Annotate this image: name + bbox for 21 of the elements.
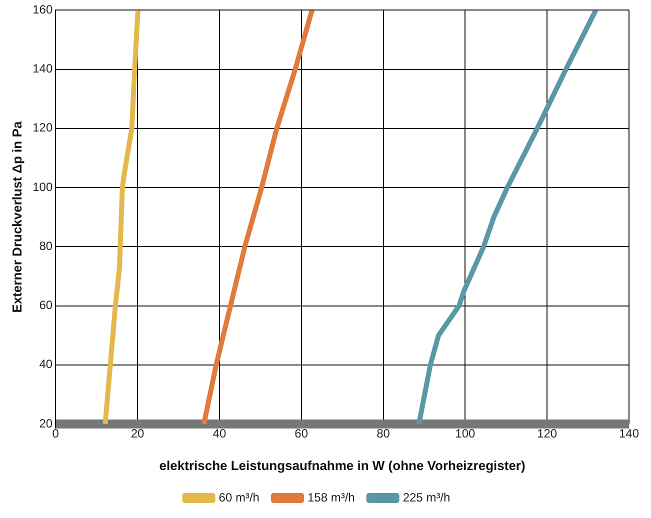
legend-label: 158 m³/h [307,490,355,504]
legend-label: 60 m³/h [218,490,260,504]
legend-label: 225 m³/h [402,490,450,504]
x-tick-label: 40 [212,426,226,441]
x-tick-label: 80 [376,426,390,441]
x-axis-title: elektrische Leistungsaufnahme in W (ohne Vorheizregister) [159,458,526,473]
y-tick-label: 40 [39,357,53,372]
y-tick-label: 140 [32,62,53,76]
y-axis-title: Externer Druckverlust Δp in Pa [9,120,24,313]
y-tick-label: 60 [39,298,53,312]
x-tick-label: 100 [455,426,476,441]
x-tick-label: 60 [294,426,308,441]
x-tick-label: 120 [537,426,558,441]
y-tick-label: 160 [32,2,53,17]
y-tick-label: 120 [32,120,53,135]
y-tick-label: 100 [32,180,53,194]
y-tick-label: 20 [39,416,53,430]
x-tick-label: 0 [52,426,60,441]
x-tick-label: 140 [618,426,640,441]
x-tick-label: 20 [130,426,145,441]
y-tick-label: 80 [39,238,53,253]
